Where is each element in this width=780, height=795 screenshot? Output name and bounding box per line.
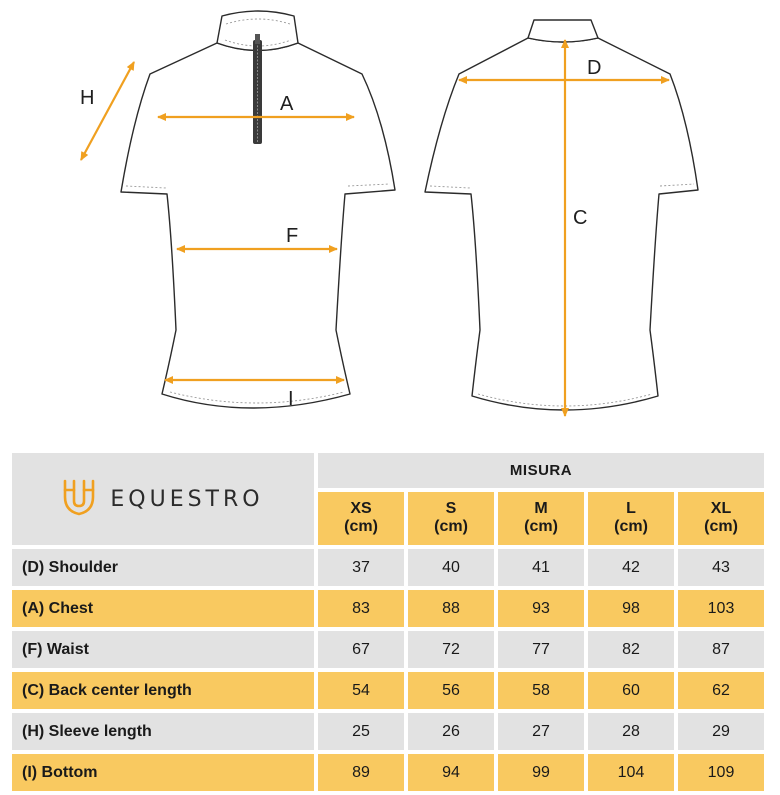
- table-row: (D) Shoulder 37 40 41 42 43: [12, 549, 764, 586]
- size-header-xs: XS (cm): [318, 491, 404, 545]
- table-row: (F) Waist 67 72 77 82 87: [12, 631, 764, 668]
- table-cell: 67: [318, 631, 404, 668]
- table-row: (C) Back center length 54 56 58 60 62: [12, 672, 764, 709]
- table-cell: 98: [588, 590, 674, 627]
- table-cell: 29: [678, 713, 764, 750]
- size-unit: (cm): [614, 518, 648, 536]
- table-cell: 40: [408, 549, 494, 586]
- table-cell: 58: [498, 672, 584, 709]
- size-name: XL: [710, 500, 732, 518]
- table-cell: 109: [678, 754, 764, 791]
- table-cell: 26: [408, 713, 494, 750]
- row-label: (A) Chest: [12, 590, 314, 627]
- table-cell: 83: [318, 590, 404, 627]
- row-label: (I) Bottom: [12, 754, 314, 791]
- size-header-m: M (cm): [498, 491, 584, 545]
- brand-cell: EQUESTRO: [12, 453, 314, 545]
- table-cell: 104: [588, 754, 674, 791]
- table-cell: 88: [408, 590, 494, 627]
- table-cell: 72: [408, 631, 494, 668]
- size-header-s: S (cm): [408, 491, 494, 545]
- table-cell: 43: [678, 549, 764, 586]
- dimension-f-label: F: [286, 225, 298, 247]
- front-shirt-body: [120, 42, 396, 409]
- table-cell: 99: [498, 754, 584, 791]
- back-collar: [527, 19, 599, 43]
- table-row: (I) Bottom 89 94 99 104 109: [12, 754, 764, 791]
- table-row: (H) Sleeve length 25 26 27 28 29: [12, 713, 764, 750]
- table-cell: 42: [588, 549, 674, 586]
- dimension-a-label: A: [280, 93, 294, 115]
- table-cell: 89: [318, 754, 404, 791]
- size-unit: (cm): [344, 518, 378, 536]
- size-table: EQUESTRO MISURA XS (cm) S (cm) M (cm) L (cm) XL(…: [8, 449, 768, 795]
- table-cell: 56: [408, 672, 494, 709]
- size-table-body: (D) Shoulder 37 40 41 42 43 (A) Chest 83 88 93 98 1…: [12, 549, 764, 791]
- table-cell: 41: [498, 549, 584, 586]
- table-cell: 87: [678, 631, 764, 668]
- dimension-c-label: C: [573, 207, 587, 229]
- row-label: (H) Sleeve length: [12, 713, 314, 750]
- dimension-h-arrow: [80, 61, 135, 161]
- table-cell: 25: [318, 713, 404, 750]
- table-cell: 62: [678, 672, 764, 709]
- table-cell: 103: [678, 590, 764, 627]
- dimension-h-label: H: [80, 87, 94, 109]
- equestro-logo-icon: [62, 477, 96, 522]
- table-cell: 77: [498, 631, 584, 668]
- size-header-row: XS (cm) S (cm) M (cm) L (cm) XL (cm): [12, 491, 764, 545]
- back-shirt: [424, 19, 699, 411]
- back-shirt-body: [424, 37, 699, 411]
- size-name: XS: [350, 500, 372, 518]
- size-name: L: [626, 500, 636, 518]
- row-label: (F) Waist: [12, 631, 314, 668]
- size-header-l: L (cm): [588, 491, 674, 545]
- table-cell: 37: [318, 549, 404, 586]
- table-cell: 27: [498, 713, 584, 750]
- table-cell: 94: [408, 754, 494, 791]
- row-label: (D) Shoulder: [12, 549, 314, 586]
- brand-name: EQUESTRO: [110, 486, 264, 512]
- dimension-d-label: D: [587, 57, 601, 79]
- size-unit: (cm): [704, 518, 738, 536]
- size-name: M: [534, 500, 548, 518]
- table-cell: 60: [588, 672, 674, 709]
- table-cell: 82: [588, 631, 674, 668]
- size-name: S: [445, 500, 457, 518]
- size-diagram: A F I H D C: [80, 10, 699, 417]
- size-header-xl: XL (cm): [678, 491, 764, 545]
- table-cell: 93: [498, 590, 584, 627]
- size-unit: (cm): [434, 518, 468, 536]
- table-cell: 54: [318, 672, 404, 709]
- dimension-i-label: I: [288, 388, 294, 410]
- size-group-header: MISURA: [318, 453, 764, 488]
- size-unit: (cm): [524, 518, 558, 536]
- table-cell: 28: [588, 713, 674, 750]
- row-label: (C) Back center length: [12, 672, 314, 709]
- table-row: (A) Chest 83 88 93 98 103: [12, 590, 764, 627]
- front-shirt: [120, 10, 396, 409]
